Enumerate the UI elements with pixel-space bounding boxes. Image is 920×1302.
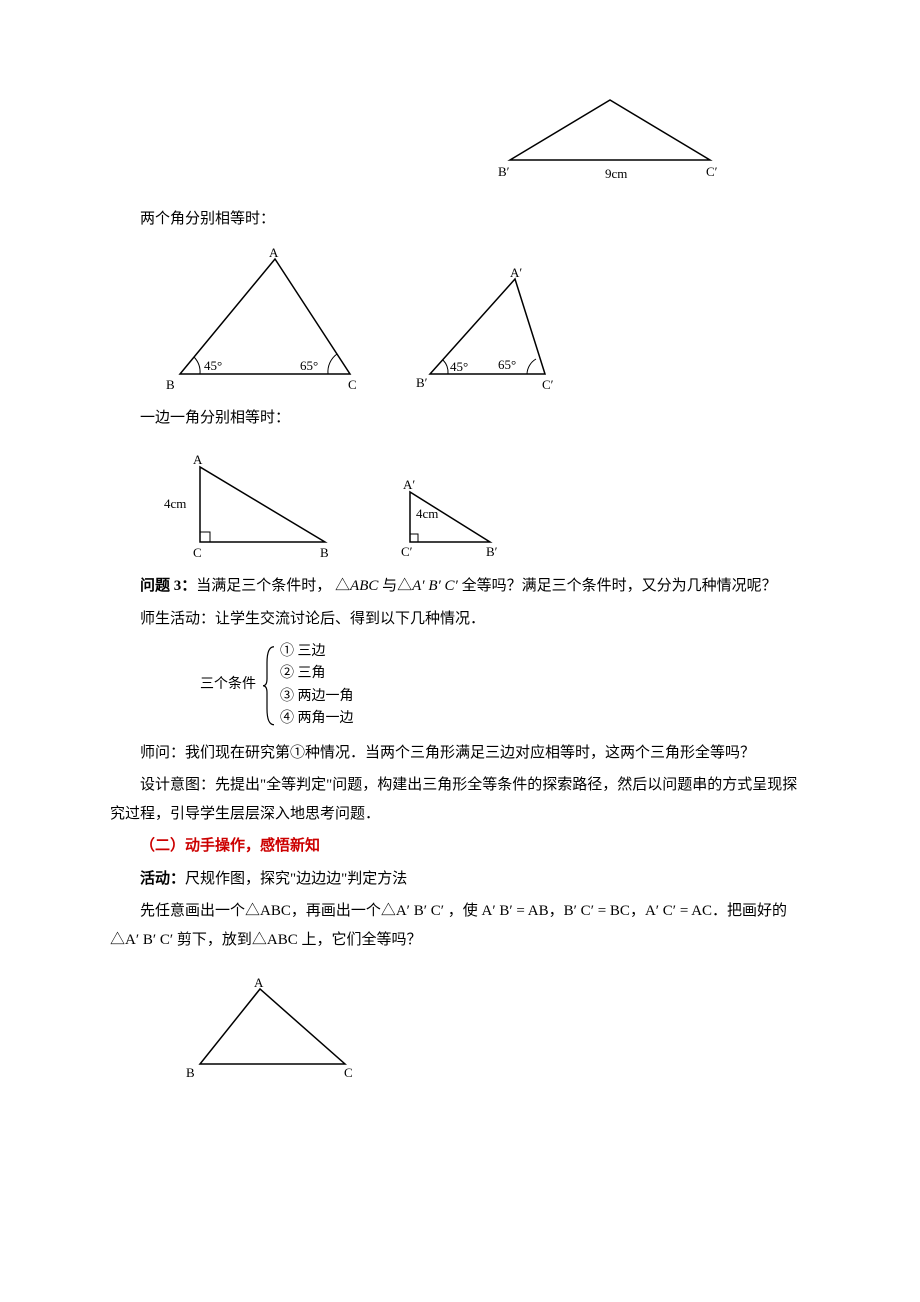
q3-abc-prime: A′ B′ C′ [412, 578, 458, 594]
label-a-prime: A′ [403, 477, 415, 492]
instruction-draw: 先任意画出一个△ABC，再画出一个△A′ B′ C′ ，使 A′ B′ = AB… [110, 897, 810, 954]
triangle-pair-side-angle: A B C 4cm A′ B′ C′ 4cm [160, 442, 810, 562]
brace-icon [262, 641, 276, 731]
label-b-prime: B′ [498, 164, 510, 179]
label-b: B [166, 377, 175, 392]
label-angle-65-prime: 65° [498, 357, 516, 372]
label-4cm: 4cm [164, 496, 186, 511]
label-a: A [193, 452, 203, 467]
label-c-prime: C′ [542, 377, 554, 392]
triangle-bprime-cprime: B′ 9cm C′ [480, 90, 810, 185]
triangle-left-angles: A B C 45° 65° [160, 244, 370, 394]
triangle-pair-angles: A B C 45° 65° A′ B′ C′ 45° 65° [160, 244, 810, 394]
label-a-prime: A′ [510, 265, 522, 280]
q3-abc: ABC [350, 578, 378, 594]
label-c: C [348, 377, 357, 392]
condition-3: ③ 两边一角 [280, 686, 354, 708]
conditions-block: 三个条件 ① 三边 ② 三角 ③ 两边一角 ④ 两角一边 [200, 641, 810, 731]
section-2-title: （二）动手操作，感悟新知 [110, 832, 810, 861]
section-2-title-text: （二）动手操作，感悟新知 [140, 838, 320, 854]
label-angle-45: 45° [204, 358, 222, 373]
label-base-len: 9cm [605, 166, 627, 181]
label-b-prime: B′ [416, 375, 428, 390]
triangle-right-angles: A′ B′ C′ 45° 65° [410, 264, 570, 394]
label-b-prime: B′ [486, 544, 498, 559]
q3-text-a: 当满足三个条件时， △ [196, 578, 350, 594]
q3-text-b: 与△ [378, 578, 412, 594]
teacher-question: 师问：我们现在研究第①种情况．当两个三角形满足三边对应相等时，这两个三角形全等吗… [110, 739, 810, 768]
triangle-svg-top: B′ 9cm C′ [480, 90, 740, 185]
triangle-left-side-angle: A B C 4cm [160, 442, 340, 562]
conditions-label: 三个条件 [200, 672, 256, 699]
brace-wrapper: ① 三边 ② 三角 ③ 两边一角 ④ 两角一边 [262, 641, 354, 731]
q3-text-c: 全等吗？满足三个条件时，又分为几种情况呢？ [458, 578, 777, 594]
label-angle-65: 65° [300, 358, 318, 373]
teacher-student-activity: 师生活动：让学生交流讨论后、得到以下几种情况． [110, 605, 810, 634]
label-c: C [344, 1065, 353, 1080]
condition-1: ① 三边 [280, 641, 354, 663]
activity2-text: 尺规作图，探究"边边边"判定方法 [185, 871, 407, 887]
triangle-svg-bottom: A B C [170, 974, 370, 1084]
triangle-right-side-angle: A′ B′ C′ 4cm [380, 457, 510, 562]
document-body: B′ 9cm C′ 两个角分别相等时： A B C 45° 65° A′ B′ … [110, 90, 810, 1084]
label-a: A [269, 245, 279, 260]
q3-label: 问题 3： [140, 578, 196, 594]
label-c: C [193, 545, 202, 560]
activity2-label: 活动： [140, 871, 185, 887]
triangle-abc-bottom: A B C [170, 974, 810, 1084]
condition-4: ④ 两角一边 [280, 708, 354, 730]
question-3: 问题 3：当满足三个条件时， △ABC 与△A′ B′ C′ 全等吗？满足三个条… [110, 572, 810, 601]
label-4cm-prime: 4cm [416, 506, 438, 521]
condition-2: ② 三角 [280, 663, 354, 685]
label-b: B [320, 545, 329, 560]
label-angle-45-prime: 45° [450, 359, 468, 374]
label-c-prime: C′ [401, 544, 413, 559]
label-b: B [186, 1065, 195, 1080]
activity-2: 活动：尺规作图，探究"边边边"判定方法 [110, 865, 810, 894]
design-intent: 设计意图：先提出"全等判定"问题，构建出三角形全等条件的探索路径，然后以问题串的… [110, 771, 810, 828]
heading-side-angle: 一边一角分别相等时： [110, 404, 810, 433]
label-c-prime: C′ [706, 164, 718, 179]
heading-two-angles: 两个角分别相等时： [110, 205, 810, 234]
label-a: A [254, 975, 264, 990]
